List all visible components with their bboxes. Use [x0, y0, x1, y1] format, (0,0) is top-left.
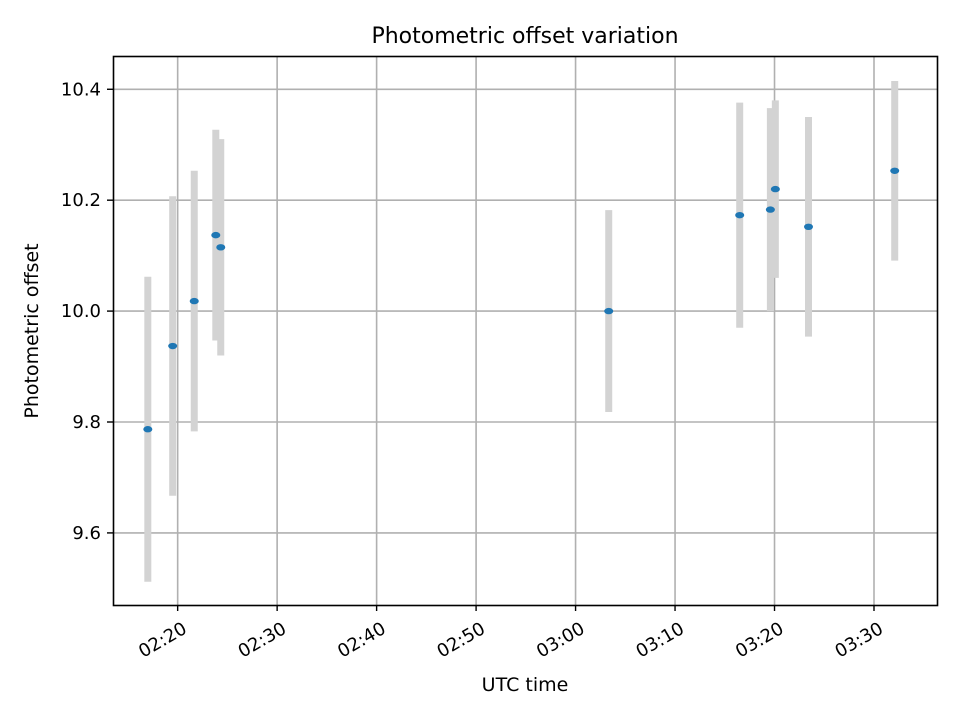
data-point — [804, 223, 814, 230]
y-axis-label: Photometric offset — [21, 243, 43, 418]
y-tick-label: 10.0 — [61, 301, 101, 322]
x-axis-label: UTC time — [482, 674, 569, 696]
data-point — [890, 167, 900, 174]
data-point — [143, 426, 153, 433]
y-tick-label: 10.2 — [61, 190, 101, 211]
data-point — [211, 231, 221, 239]
data-point — [189, 297, 199, 305]
y-tick-label: 10.4 — [61, 79, 101, 100]
chart-title: Photometric offset variation — [371, 24, 678, 49]
data-point — [604, 307, 614, 315]
data-point — [216, 244, 226, 251]
grid — [113, 56, 937, 605]
data-point — [735, 211, 745, 219]
data-points — [143, 167, 900, 433]
y-axis-ticks: 9.6 9.8 10.0 10.2 10.4 — [61, 79, 113, 544]
plot-frame — [112, 55, 939, 607]
data-point — [765, 206, 775, 213]
data-point — [168, 342, 178, 350]
y-tick-label: 9.6 — [72, 523, 101, 544]
y-tick-label: 9.8 — [72, 412, 101, 433]
data-point — [770, 185, 780, 193]
